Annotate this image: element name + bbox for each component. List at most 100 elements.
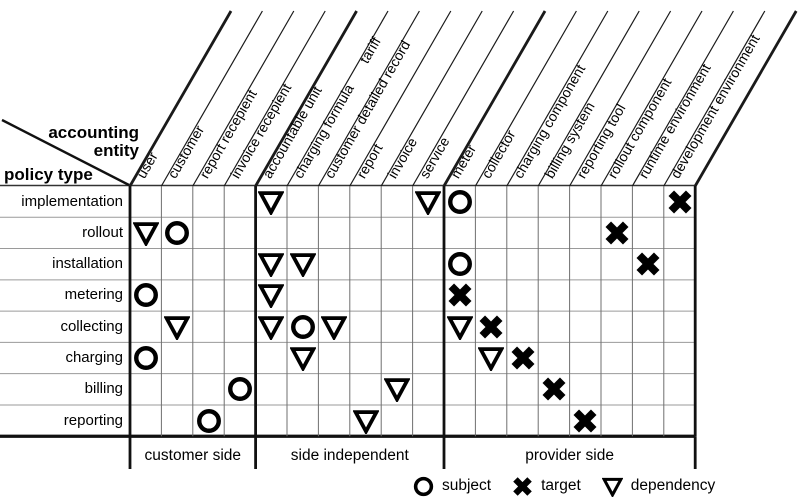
dependency-triangle-icon	[414, 190, 442, 216]
legend-label-target: target	[541, 477, 581, 494]
legend-label-subject: subject	[442, 477, 492, 494]
dependency-triangle-icon	[320, 316, 348, 342]
mark-dependency-collecting-col4	[257, 314, 285, 342]
dependency-triangle-icon	[257, 316, 285, 342]
header-diagonal-thick	[254, 10, 358, 187]
header-diagonal-thick	[442, 10, 547, 187]
group-label-provider-side: provider side	[525, 447, 614, 464]
header-diagonal-line	[600, 10, 703, 187]
target-cross-icon	[605, 221, 629, 245]
row-label-installation: installation	[52, 255, 123, 273]
subject-circle-icon	[227, 377, 252, 402]
mark-subject-billing-col3	[227, 376, 253, 402]
subject-circle-icon	[133, 346, 158, 370]
header-diagonal-line	[569, 10, 672, 187]
subject-circle-icon	[413, 476, 434, 496]
mark-dependency-installation-col5	[289, 251, 317, 279]
subject-circle-icon	[133, 283, 158, 308]
legend-item-subject: subject	[413, 475, 491, 497]
header-diagonal-line	[317, 10, 420, 187]
mark-dependency-reporting-col7	[351, 408, 380, 435]
header-diagonal-thick	[128, 10, 233, 187]
target-cross-icon	[668, 190, 691, 214]
dependency-triangle-icon	[289, 347, 317, 373]
mark-dependency-collecting-col10	[446, 314, 474, 342]
dependency-triangle-icon	[477, 347, 505, 373]
header-diagonal-line	[537, 10, 640, 187]
mark-dependency-charging-col5	[289, 345, 317, 373]
legend-item-dependency: dependency	[601, 475, 716, 497]
mark-dependency-collecting-col6	[320, 314, 348, 342]
mark-target-installation-col16	[635, 251, 661, 277]
target-cross-icon	[511, 346, 534, 370]
row-label-implementation: implementation	[21, 192, 123, 210]
subject-circle-icon	[447, 252, 472, 277]
mark-subject-implementation-col10	[447, 189, 473, 215]
legend: subject target dependency	[413, 475, 715, 497]
group-label-side-independent: side independent	[290, 447, 409, 464]
dependency-triangle-icon	[601, 477, 623, 497]
row-label-metering: metering	[64, 286, 123, 304]
target-cross-icon	[573, 409, 597, 433]
entity-axis-label-line2: entity	[93, 140, 139, 160]
target-cross-icon	[542, 377, 566, 401]
mark-dependency-billing-col8	[383, 376, 411, 404]
dependency-triangle-icon	[257, 284, 285, 310]
row-label-collecting: collecting	[60, 317, 123, 335]
dependency-triangle-icon	[446, 316, 474, 342]
subject-circle-icon	[165, 220, 190, 245]
mark-dependency-metering-col4	[257, 282, 285, 310]
corner-diagonal-line	[1, 118, 130, 187]
mark-subject-installation-col10	[447, 251, 473, 277]
mark-dependency-charging-col11	[477, 345, 505, 373]
mark-target-charging-col12	[510, 345, 536, 371]
mark-target-metering-col10	[447, 282, 473, 308]
row-label-rollout: rollout	[82, 223, 123, 241]
header-diagonal-line	[506, 10, 609, 187]
entity-axis-label: accounting entity	[0, 124, 139, 159]
row-label-reporting: reporting	[63, 411, 123, 429]
mark-dependency-rollout-col0	[132, 220, 160, 248]
dependency-triangle-icon	[163, 316, 191, 342]
dependency-triangle-icon	[132, 222, 160, 248]
dependency-triangle-icon	[289, 253, 317, 279]
row-label-billing: billing	[84, 380, 123, 398]
target-cross-icon	[513, 476, 532, 496]
subject-circle-icon	[447, 189, 472, 214]
subject-circle-icon	[290, 314, 315, 339]
dependency-triangle-icon	[257, 190, 285, 216]
mark-subject-collecting-col5	[290, 314, 316, 340]
mark-subject-reporting-col2	[196, 408, 222, 434]
header-diagonal-line	[412, 10, 515, 187]
mark-target-collecting-col11	[478, 314, 504, 340]
mark-dependency-installation-col4	[257, 251, 285, 279]
header-diagonal-line	[663, 10, 766, 187]
header-diagonal-line	[160, 10, 263, 187]
header-diagonal-line	[380, 10, 483, 187]
mark-dependency-implementation-col4	[257, 189, 285, 216]
mark-dependency-implementation-col9	[414, 189, 442, 216]
header-diagonal-line	[349, 10, 452, 187]
dependency-triangle-icon	[351, 409, 380, 435]
subject-circle-icon	[196, 408, 221, 433]
header-diagonal-line	[192, 10, 295, 187]
mark-target-implementation-col17	[667, 189, 693, 215]
mark-subject-metering-col0	[133, 282, 159, 308]
header-diagonal-line	[223, 10, 326, 187]
header-diagonal-line	[286, 10, 389, 187]
mark-subject-rollout-col1	[164, 220, 190, 246]
legend-label-dependency: dependency	[630, 477, 716, 494]
target-cross-icon	[448, 283, 472, 307]
legend-item-target: target	[512, 475, 581, 497]
mark-target-billing-col13	[541, 376, 567, 402]
mark-subject-charging-col0	[133, 345, 159, 371]
header-diagonal-line	[474, 10, 577, 187]
target-cross-icon	[479, 315, 503, 339]
group-label-customer-side: customer side	[144, 447, 242, 464]
entity-axis-label-line1: accounting	[48, 123, 139, 142]
mark-dependency-collecting-col1	[163, 314, 191, 342]
policy-axis-label: policy type	[4, 165, 93, 184]
header-diagonal-thick	[693, 10, 798, 187]
